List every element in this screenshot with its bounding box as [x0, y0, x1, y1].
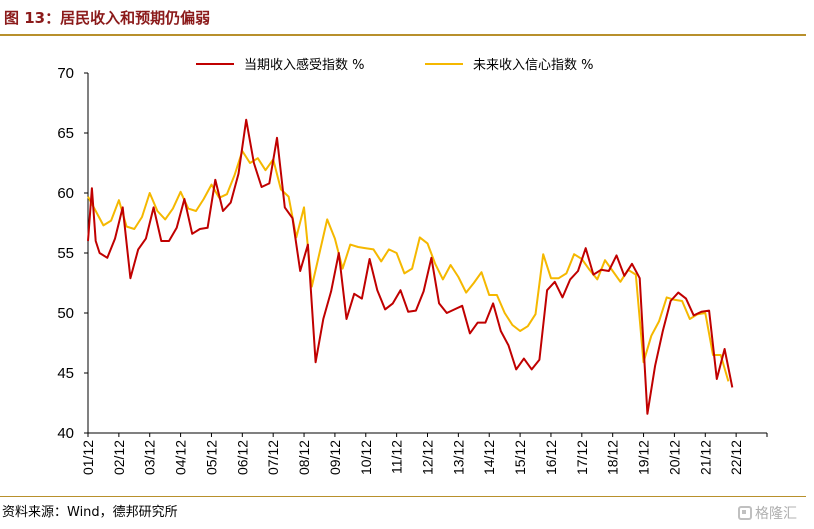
x-tick-label: 15/12 — [512, 440, 528, 475]
footer-divider — [0, 496, 806, 497]
x-tick-label: 09/12 — [327, 440, 343, 475]
y-tick-label: 50 — [57, 305, 74, 322]
x-tick-label: 02/12 — [111, 440, 127, 475]
series-line-future-income — [87, 150, 730, 382]
x-tick-label: 04/12 — [173, 440, 189, 475]
watermark-logo-icon — [738, 506, 752, 520]
x-tick-label: 16/12 — [543, 440, 559, 475]
y-tick-label: 55 — [57, 245, 74, 262]
x-tick-label: 13/12 — [450, 440, 466, 475]
x-tick-label: 11/12 — [389, 440, 405, 474]
series-line-current-income — [87, 118, 734, 415]
x-tick-label: 05/12 — [203, 440, 219, 475]
x-tick-label: 01/12 — [80, 440, 96, 475]
x-tick-label: 08/12 — [296, 440, 312, 475]
x-tick-label: 18/12 — [605, 440, 621, 475]
source-note: 资料来源：Wind，德邦研究所 — [2, 505, 178, 520]
x-tick-label: 19/12 — [636, 440, 652, 475]
x-tick-label: 03/12 — [142, 440, 158, 475]
y-tick-label: 70 — [57, 65, 74, 82]
y-tick-label: 60 — [57, 185, 74, 202]
watermark: 格隆汇 — [738, 503, 797, 523]
y-tick-label: 45 — [57, 365, 74, 382]
figure-title: 图 13：居民收入和预期仍偏弱 — [4, 9, 211, 27]
title-divider — [0, 34, 806, 36]
watermark-text: 格隆汇 — [755, 506, 797, 522]
title-bar: 图 13：居民收入和预期仍偏弱 — [0, 0, 814, 34]
y-tick-label: 65 — [57, 125, 74, 142]
x-tick-label: 14/12 — [481, 440, 497, 475]
legend-label: 当期收入感受指数 % — [244, 57, 365, 73]
x-tick-label: 20/12 — [666, 440, 682, 475]
legend-label: 未来收入信心指数 % — [473, 58, 594, 73]
x-tick-label: 22/12 — [728, 440, 744, 475]
x-tick-label: 07/12 — [265, 440, 281, 475]
x-tick-label: 21/12 — [697, 440, 713, 475]
x-tick-label: 10/12 — [358, 440, 374, 475]
x-tick-label: 17/12 — [574, 440, 590, 475]
x-tick-label: 12/12 — [420, 440, 436, 475]
y-tick-label: 40 — [57, 425, 74, 442]
x-tick-label: 06/12 — [234, 440, 250, 475]
